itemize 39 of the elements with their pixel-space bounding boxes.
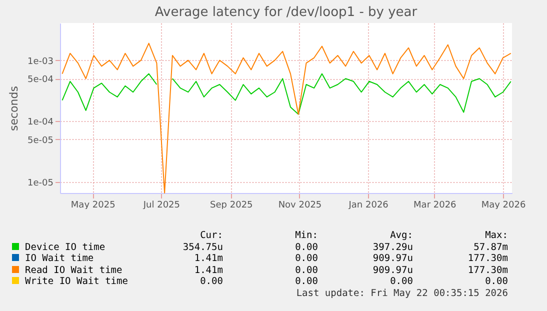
legend-label: IO Wait time (24, 253, 95, 264)
chart-title: Average latency for /dev/loop1 - by year (154, 5, 418, 20)
y-tick-label: 1e-03 (28, 56, 54, 67)
y-tick-label: 5e-05 (28, 136, 54, 146)
text: Last update: Fri May 22 00:35:15 2026 (295, 288, 508, 298)
x-tick-label: Jan 2026 (348, 200, 389, 210)
text: 177.30m (466, 253, 508, 264)
legend-label: Read IO Wait time (24, 264, 124, 276)
x-tick-label: Mar 2026 (414, 200, 457, 210)
text: 0.00 (294, 264, 318, 276)
text: 177.30m (466, 264, 508, 276)
text: 1.41m (193, 253, 223, 264)
text: 57.87m (472, 242, 508, 253)
y-tick-label: 1e-05 (28, 178, 54, 189)
y-tick-label: 1e-04 (28, 118, 54, 128)
text: 354.75u (182, 242, 223, 253)
y-tick-label: 5e-04 (28, 75, 54, 86)
x-tick-label: May 2025 (70, 200, 116, 210)
text: 0.00 (389, 276, 413, 288)
text: Avg: (389, 230, 413, 242)
text: 0.00 (199, 276, 223, 288)
text: 909.97u (372, 253, 413, 264)
text: 397.29u (372, 242, 413, 253)
x-tick-label: Sep 2025 (210, 200, 253, 210)
x-tick-label: Jul 2025 (142, 200, 180, 210)
text: 0.00 (294, 253, 318, 264)
text: 0.00 (484, 276, 508, 288)
y-axis-title: seconds (8, 86, 21, 131)
legend-label: Write IO Wait time (24, 276, 128, 288)
text: 1.41m (193, 264, 223, 276)
text: Min: (294, 230, 318, 242)
legend-label: Device IO time (24, 242, 106, 253)
x-tick-label: Nov 2025 (278, 200, 322, 210)
text: Max: (484, 230, 508, 242)
text: 0.00 (294, 276, 318, 288)
text: 909.97u (372, 264, 413, 276)
x-tick-label: May 2026 (481, 200, 526, 210)
text: 0.00 (294, 242, 318, 253)
text: Cur: (199, 230, 223, 242)
